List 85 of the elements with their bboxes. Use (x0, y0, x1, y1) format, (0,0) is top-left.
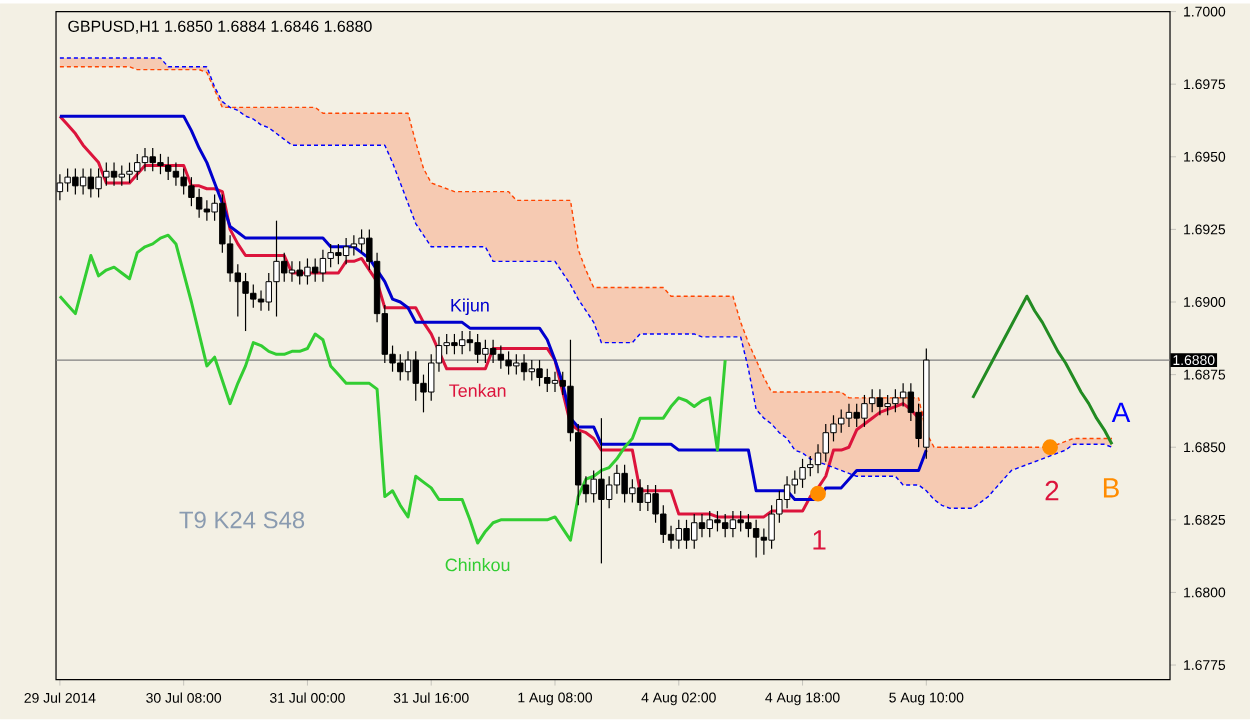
candlestick (304, 258, 311, 286)
candlestick (497, 345, 505, 370)
candlestick (752, 519, 760, 559)
candlestick (520, 353, 528, 382)
candlestick (675, 519, 682, 550)
series-label: Tenkan (449, 384, 506, 398)
candlestick (838, 409, 845, 434)
candlestick (335, 243, 342, 266)
candlestick (103, 162, 110, 187)
candlestick (72, 168, 79, 196)
candlestick (157, 153, 164, 176)
candlestick (64, 168, 71, 193)
annotation: B (1103, 478, 1119, 498)
candlestick (783, 475, 791, 510)
candlestick (799, 458, 806, 489)
candlestick (683, 519, 690, 550)
candlestick (613, 464, 621, 495)
candlestick (551, 371, 559, 393)
candlestick (482, 339, 489, 364)
candlestick (95, 168, 102, 199)
candlestick (714, 510, 721, 533)
candlestick (505, 350, 512, 376)
candlestick (412, 350, 419, 402)
candlestick (350, 234, 358, 257)
candlestick (358, 229, 365, 254)
candlestick (466, 330, 474, 353)
candlestick (250, 284, 257, 309)
series-label: Chinkou (445, 558, 510, 572)
candlestick (536, 359, 543, 388)
candlestick (474, 333, 481, 364)
candlestick (636, 478, 644, 512)
candlestick (528, 359, 535, 382)
candlestick (180, 168, 187, 196)
candlestick (195, 188, 203, 219)
candlestick (404, 350, 412, 382)
candlestick (698, 513, 706, 539)
candlestick (118, 165, 125, 187)
candlestick (397, 353, 404, 382)
candlestick (273, 220, 280, 318)
candlestick (644, 484, 652, 512)
annotation: 1 (813, 530, 826, 550)
candlestick (721, 513, 729, 539)
candlestick (79, 168, 87, 196)
candlestick (288, 260, 296, 283)
candlestick (458, 330, 466, 356)
candlestick (861, 394, 868, 428)
candlestick (884, 394, 891, 417)
candlestick (853, 403, 860, 428)
candlestick (134, 153, 141, 181)
candlestick (242, 272, 249, 332)
candlestick (296, 260, 303, 286)
candlestick (544, 368, 551, 393)
candlestick (281, 252, 288, 283)
candlestick (768, 504, 775, 550)
candlestick (899, 382, 907, 408)
candlestick (489, 339, 497, 364)
candlestick (87, 168, 95, 199)
annotation: A (1111, 403, 1131, 423)
candlestick (729, 510, 737, 539)
candlestick (706, 510, 713, 539)
candlestick (149, 147, 156, 173)
candlestick (126, 162, 133, 184)
candlestick (172, 162, 180, 187)
candlestick (691, 513, 698, 550)
candlestick (845, 403, 853, 428)
candlestick (513, 353, 520, 376)
candlestick (892, 388, 899, 414)
candlestick (629, 478, 636, 504)
candlestick (203, 199, 211, 222)
candlestick (876, 388, 884, 417)
candlestick (590, 470, 597, 504)
candlestick (451, 333, 458, 356)
candlestick (737, 510, 744, 533)
candlestick (141, 147, 149, 173)
candlestick (164, 156, 172, 181)
candlestick (621, 464, 628, 504)
candlestick (342, 237, 350, 266)
candlestick (319, 249, 327, 283)
candlestick (868, 388, 876, 414)
annotation: 2 (1045, 480, 1059, 501)
candlestick (311, 258, 319, 283)
candlestick (598, 417, 605, 565)
series-label: Kijun (451, 298, 489, 316)
candlestick (110, 162, 118, 187)
annotation: T9 K24 S48 (179, 511, 305, 529)
